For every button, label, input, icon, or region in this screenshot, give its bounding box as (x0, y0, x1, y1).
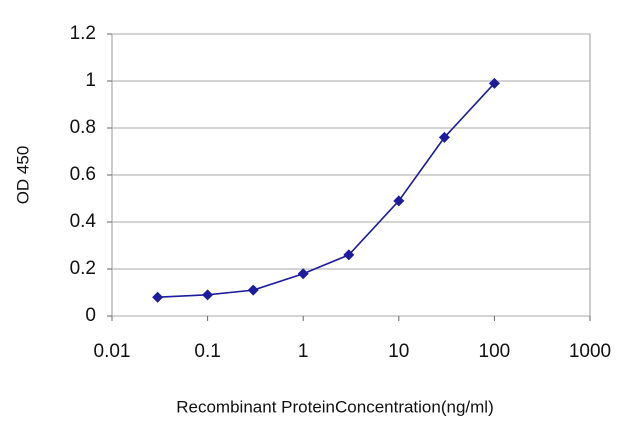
y-tick-label: 0.8 (70, 117, 96, 138)
y-tick-label: 0.6 (70, 164, 96, 185)
data-point (343, 249, 355, 261)
x-tick-label: 100 (479, 341, 511, 362)
series-line (157, 82, 495, 298)
x-axis-label: Recombinant ProteinConcentration(ng/ml) (176, 397, 494, 416)
data-point (247, 284, 259, 296)
y-axis-label: OD 450 (13, 146, 32, 205)
x-tick-label: 0.01 (94, 341, 131, 362)
data-point (152, 291, 164, 303)
data-point (438, 131, 450, 143)
data-point (393, 195, 405, 207)
data-point (488, 77, 500, 89)
x-tick-label: 10 (388, 341, 409, 362)
x-tick-label: 1 (298, 341, 309, 362)
data-point (297, 268, 309, 280)
y-tick-label: 1 (85, 70, 96, 91)
data-point (202, 289, 214, 301)
y-tick-label: 1.2 (70, 23, 96, 44)
y-tick-label: 0.2 (70, 258, 96, 279)
y-tick-label: 0 (85, 305, 96, 326)
y-tick-label: 0.4 (70, 211, 97, 232)
x-tick-label: 1000 (569, 341, 611, 362)
x-tick-label: 0.1 (194, 341, 220, 362)
